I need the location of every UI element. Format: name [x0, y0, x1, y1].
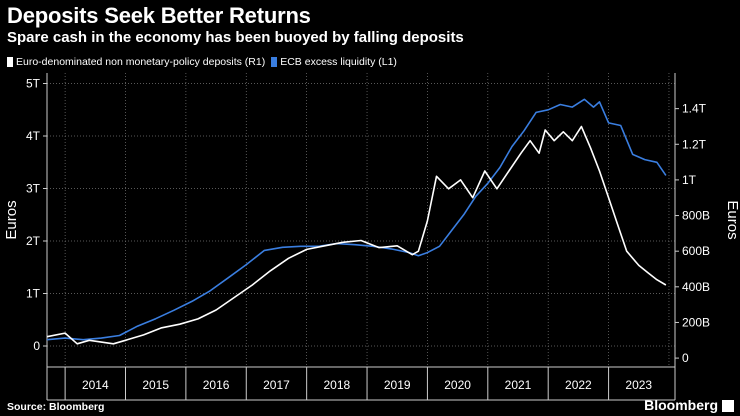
x-tick-label: 2015 [142, 378, 169, 392]
left-axis-title: Euros [3, 200, 20, 239]
series-line-liquidity [46, 98, 667, 341]
left-tick-label: 0 [33, 339, 40, 353]
x-tick-label: 2018 [323, 378, 350, 392]
right-tick-label: 1.4T [682, 102, 707, 116]
x-tick-label: 2019 [384, 378, 411, 392]
right-tick-label: 400B [682, 280, 710, 294]
legend-item-deposits: Euro-denominated non monetary-policy dep… [7, 56, 265, 68]
right-axis-title: Euros [724, 200, 740, 239]
right-tick-label: 200B [682, 315, 710, 329]
legend-swatch-liquidity [271, 57, 278, 67]
legend-swatch-deposits [7, 57, 13, 67]
legend-label-liquidity: ECB excess liquidity (L1) [280, 56, 397, 68]
right-tick-label: 1.2T [682, 137, 707, 151]
left-tick-label: 2T [26, 234, 41, 248]
x-tick-label: 2021 [505, 378, 532, 392]
right-tick-label: 0 [682, 351, 689, 365]
right-tick-label: 600B [682, 244, 710, 258]
x-tick-label: 2020 [444, 378, 471, 392]
series-line-deposits [46, 125, 667, 345]
legend-item-liquidity: ECB excess liquidity (L1) [271, 56, 397, 68]
legend: Euro-denominated non monetary-policy dep… [7, 56, 397, 68]
x-tick-label: 2017 [263, 378, 290, 392]
x-tick-label: 2014 [82, 378, 109, 392]
left-tick-label: 5T [26, 77, 41, 91]
x-tick-label: 2022 [565, 378, 592, 392]
chart-subtitle: Spare cash in the economy has been buoye… [7, 29, 464, 46]
right-tick-label: 800B [682, 209, 710, 223]
source-note: Source: Bloomberg [7, 401, 105, 413]
brand-badge-icon [722, 400, 734, 412]
right-tick-label: 1T [682, 173, 697, 187]
left-tick-label: 4T [26, 129, 41, 143]
legend-label-deposits: Euro-denominated non monetary-policy dep… [16, 56, 266, 68]
chart-title: Deposits Seek Better Returns [7, 3, 311, 28]
brand-logo: Bloomberg [644, 397, 718, 413]
left-tick-label: 1T [26, 287, 41, 301]
left-tick-label: 3T [26, 182, 41, 196]
x-tick-label: 2023 [625, 378, 652, 392]
x-tick-label: 2016 [203, 378, 230, 392]
